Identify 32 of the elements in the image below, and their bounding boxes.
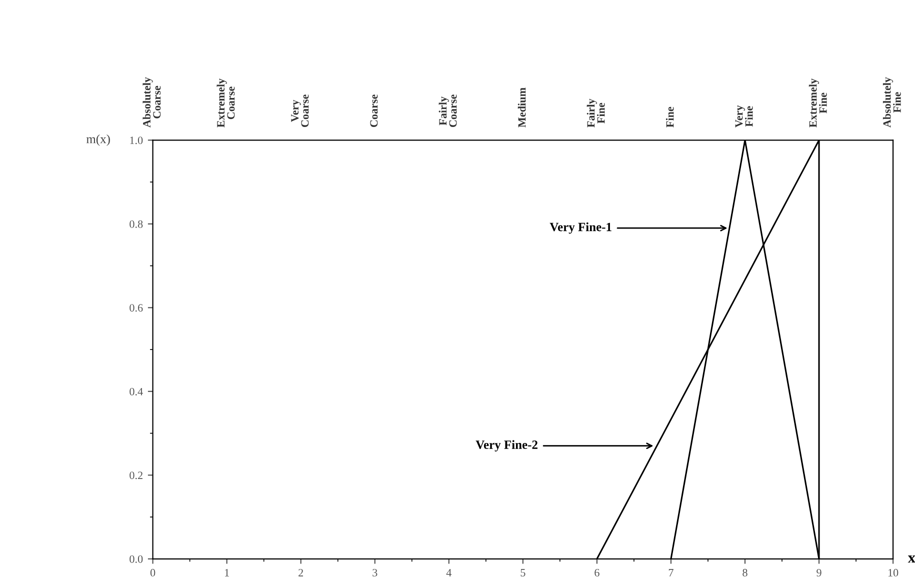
x-tick-label: 4 (446, 569, 452, 576)
text: Fine (666, 106, 674, 128)
y-axis-title: m(x) (86, 134, 110, 146)
text: Very Fine (735, 105, 753, 128)
x-tick-label: 8 (742, 568, 748, 576)
annotation: Very Fine-2 (476, 440, 538, 452)
text: Absolutely Coarse (142, 77, 161, 128)
text: Extremely Fine (808, 78, 827, 128)
y-tick-label: 1.0 (130, 136, 143, 144)
text: Absolutely Fine (882, 77, 901, 128)
annotation: Very Fine-1 (550, 222, 612, 234)
text: Coarse (370, 94, 378, 128)
x-tick-label: 2 (298, 568, 304, 576)
x-axis-title: x (908, 556, 915, 563)
x-tick-label: 9 (816, 568, 822, 576)
x-tick-label: 7 (668, 569, 674, 576)
y-tick-label: 0.4 (130, 388, 143, 396)
text: Fairly Fine (586, 98, 605, 128)
y-tick-label: 0.2 (130, 472, 142, 480)
text: Very Coarse (291, 94, 309, 128)
x-tick-label: 1 (225, 568, 229, 576)
y-tick-label: 0.8 (130, 220, 143, 228)
x-tick-label: 5 (520, 569, 526, 576)
x-tick-label: 3 (372, 568, 378, 576)
text: Fairly Coarse (438, 94, 457, 128)
text: Medium (518, 88, 526, 128)
x-tick-label: 10 (888, 568, 898, 576)
x-tick-label: 0 (150, 568, 156, 576)
y-tick-label: 0.0 (130, 555, 143, 563)
text: Extremely Coarse (216, 78, 235, 128)
y-tick-label: 0.6 (130, 304, 143, 312)
x-tick-label: 6 (594, 568, 600, 576)
